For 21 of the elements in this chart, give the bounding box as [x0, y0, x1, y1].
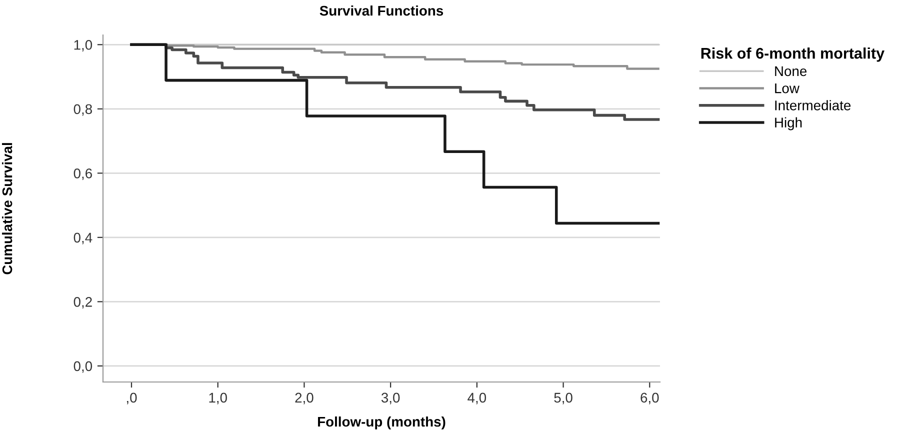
- x-tick-label: 6,0: [640, 392, 659, 404]
- x-tick-label: 3,0: [381, 392, 400, 404]
- x-tick-label: ,0: [126, 392, 137, 404]
- y-tick-label: 0,0: [74, 361, 92, 373]
- x-tick-label: 5,0: [554, 392, 572, 404]
- x-axis-title: Follow-up (months): [318, 416, 446, 430]
- y-tick-label: 0,8: [74, 104, 92, 116]
- y-tick-label: 0,6: [74, 168, 92, 180]
- y-axis-title: Cumulative Survival: [2, 143, 12, 274]
- y-tick-label: 0,4: [74, 232, 92, 244]
- x-tick-label: 4,0: [468, 392, 486, 404]
- y-tick-label: 1,0: [74, 40, 92, 52]
- x-tick-label: 2,0: [295, 392, 314, 404]
- x-tick-label: 1,0: [209, 392, 227, 404]
- legend-title: Risk of 6-month mortality: [701, 48, 884, 62]
- legend-label: Low: [775, 84, 800, 94]
- chart-title: Survival Functions: [320, 5, 444, 16]
- legend-label: High: [775, 117, 802, 130]
- legend-label: Intermediate: [775, 100, 851, 110]
- legend-label: None: [775, 66, 807, 76]
- y-tick-label: 0,2: [74, 297, 92, 308]
